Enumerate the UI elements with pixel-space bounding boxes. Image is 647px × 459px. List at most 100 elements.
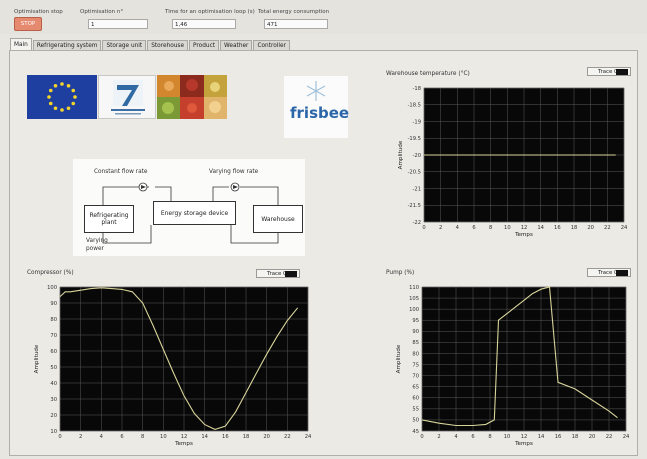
system-schematic: Constant flow rate Varying flow rate Ref…	[73, 159, 305, 256]
x-tick-label: 20	[587, 225, 594, 231]
tab-strip: Main Refrigerating system Storage unit S…	[10, 38, 291, 52]
y-tick-label: -18.5	[408, 103, 421, 109]
eu-star	[48, 88, 53, 93]
eu-star	[73, 95, 77, 99]
y-tick-label: 80	[50, 317, 57, 323]
x-tick-label: 16	[555, 434, 562, 440]
y-axis-label: Amplitude	[398, 140, 404, 169]
optimisation-number-label: Optimisation n°	[80, 9, 124, 15]
x-tick-label: 24	[621, 225, 628, 231]
tab-refrigerating-system[interactable]: Refrigerating system	[32, 40, 102, 52]
y-tick-label: 70	[412, 373, 419, 379]
trace-swatch	[616, 270, 628, 276]
y-tick-label: 60	[412, 396, 419, 402]
y-tick-label: 110	[409, 285, 419, 291]
varying-flow-label: Varying flow rate	[209, 169, 259, 175]
y-tick-label: 10	[50, 429, 57, 435]
x-tick-label: 22	[606, 434, 613, 440]
y-axis-label: Amplitude	[34, 344, 40, 373]
trace-legend[interactable]: Trace 0	[256, 269, 300, 278]
x-tick-label: 10	[504, 225, 511, 231]
chart-title: Warehouse temperature (°C)	[386, 71, 470, 77]
optimisation-number-field[interactable]: 1	[88, 19, 148, 29]
warehouse-temperature-plot: 0 2 4 6 8 10 12 14 16 18 20 22 24-18-18.5-19-19.5-20…	[398, 86, 628, 238]
refrigerating-plant-box: Refrigerating plant	[84, 205, 134, 233]
constant-flow-label: Constant flow rate	[94, 169, 148, 175]
series-line	[59, 287, 299, 430]
tab-storage-unit[interactable]: Storage unit	[102, 40, 147, 52]
y-axis-label: Amplitude	[396, 344, 402, 373]
frisbee-logo: frisbee	[284, 76, 350, 138]
x-tick-label: 12	[521, 225, 528, 231]
y-tick-label: 85	[412, 340, 419, 346]
x-tick-label: 12	[521, 434, 528, 440]
x-tick-label: 14	[201, 434, 208, 440]
energy-consumption-field[interactable]: 471	[264, 19, 328, 29]
x-tick-label: 20	[263, 434, 270, 440]
y-tick-label: 50	[50, 365, 57, 371]
snowflake-icon	[306, 81, 326, 101]
x-tick-label: 4	[456, 225, 460, 231]
eu-star	[71, 88, 76, 93]
y-tick-label: 100	[47, 285, 57, 291]
eu-flag-logo	[27, 75, 97, 119]
loop-time-field[interactable]: 1,46	[172, 19, 236, 29]
x-tick-label: 14	[537, 225, 544, 231]
eu-star	[53, 83, 58, 88]
x-axis-label: Temps	[514, 441, 533, 447]
x-tick-label: 10	[160, 434, 167, 440]
y-tick-label: 30	[50, 397, 57, 403]
y-tick-label: 100	[409, 307, 419, 313]
compressor-plot: 0 2 4 6 8 10 12 14 16 18 20 22 241009080706050403020…	[34, 285, 312, 447]
trace-label: Trace 0	[598, 69, 618, 75]
frisbee-logo-text: frisbee	[290, 104, 350, 122]
tab-controller[interactable]: Controller	[253, 40, 290, 52]
trace-label: Trace 0	[598, 270, 618, 276]
y-tick-label: -20.5	[408, 170, 421, 176]
tab-weather[interactable]: Weather	[220, 40, 253, 52]
x-tick-label: 8	[141, 434, 144, 440]
x-tick-label: 0	[422, 225, 425, 231]
tab-product[interactable]: Product	[189, 40, 220, 52]
trace-legend[interactable]: Trace 0	[587, 268, 631, 277]
y-tick-label: -19	[413, 119, 421, 125]
x-tick-label: 18	[243, 434, 250, 440]
tab-storehouse[interactable]: Storehouse	[147, 40, 189, 52]
x-tick-label: 6	[120, 434, 123, 440]
energy-consumption-label: Total energy consumption	[258, 9, 330, 15]
stop-button[interactable]: STOP	[14, 17, 42, 31]
y-tick-label: 90	[50, 301, 57, 307]
x-tick-label: 0	[58, 434, 61, 440]
series-line	[421, 286, 618, 427]
x-tick-label: 24	[623, 434, 630, 440]
x-tick-label: 10	[504, 434, 511, 440]
x-tick-label: 2	[437, 434, 440, 440]
tab-main[interactable]: Main	[10, 38, 32, 52]
trace-legend[interactable]: Trace 0	[587, 67, 631, 76]
x-tick-label: 24	[305, 434, 312, 440]
varying-power-label: Varying power	[86, 238, 108, 252]
y-tick-label: 95	[412, 318, 419, 324]
x-tick-label: 16	[554, 225, 561, 231]
chart-title: Pump (%)	[386, 270, 415, 276]
x-axis-label: Temps	[174, 441, 193, 447]
trace-swatch	[616, 69, 628, 75]
x-tick-label: 12	[181, 434, 188, 440]
y-tick-label: 55	[412, 407, 419, 413]
x-tick-label: 4	[100, 434, 104, 440]
eu-star	[60, 108, 64, 112]
x-tick-label: 0	[420, 434, 423, 440]
y-tick-label: -20	[413, 153, 421, 159]
trace-swatch	[285, 271, 297, 277]
eu-star	[66, 83, 71, 88]
y-tick-label: -21	[413, 186, 421, 192]
y-tick-label: 20	[50, 413, 57, 419]
pump-plot: 0 2 4 6 8 10 12 14 16 18 20 22 241101051009590858075…	[396, 285, 630, 447]
eu-star	[66, 106, 71, 111]
y-tick-label: 40	[50, 381, 57, 387]
x-tick-label: 18	[571, 225, 578, 231]
y-tick-label: -21.5	[408, 203, 421, 209]
y-tick-label: -18	[413, 86, 421, 92]
warehouse-box: Warehouse	[253, 205, 303, 233]
trace-label: Trace 0	[267, 271, 287, 277]
